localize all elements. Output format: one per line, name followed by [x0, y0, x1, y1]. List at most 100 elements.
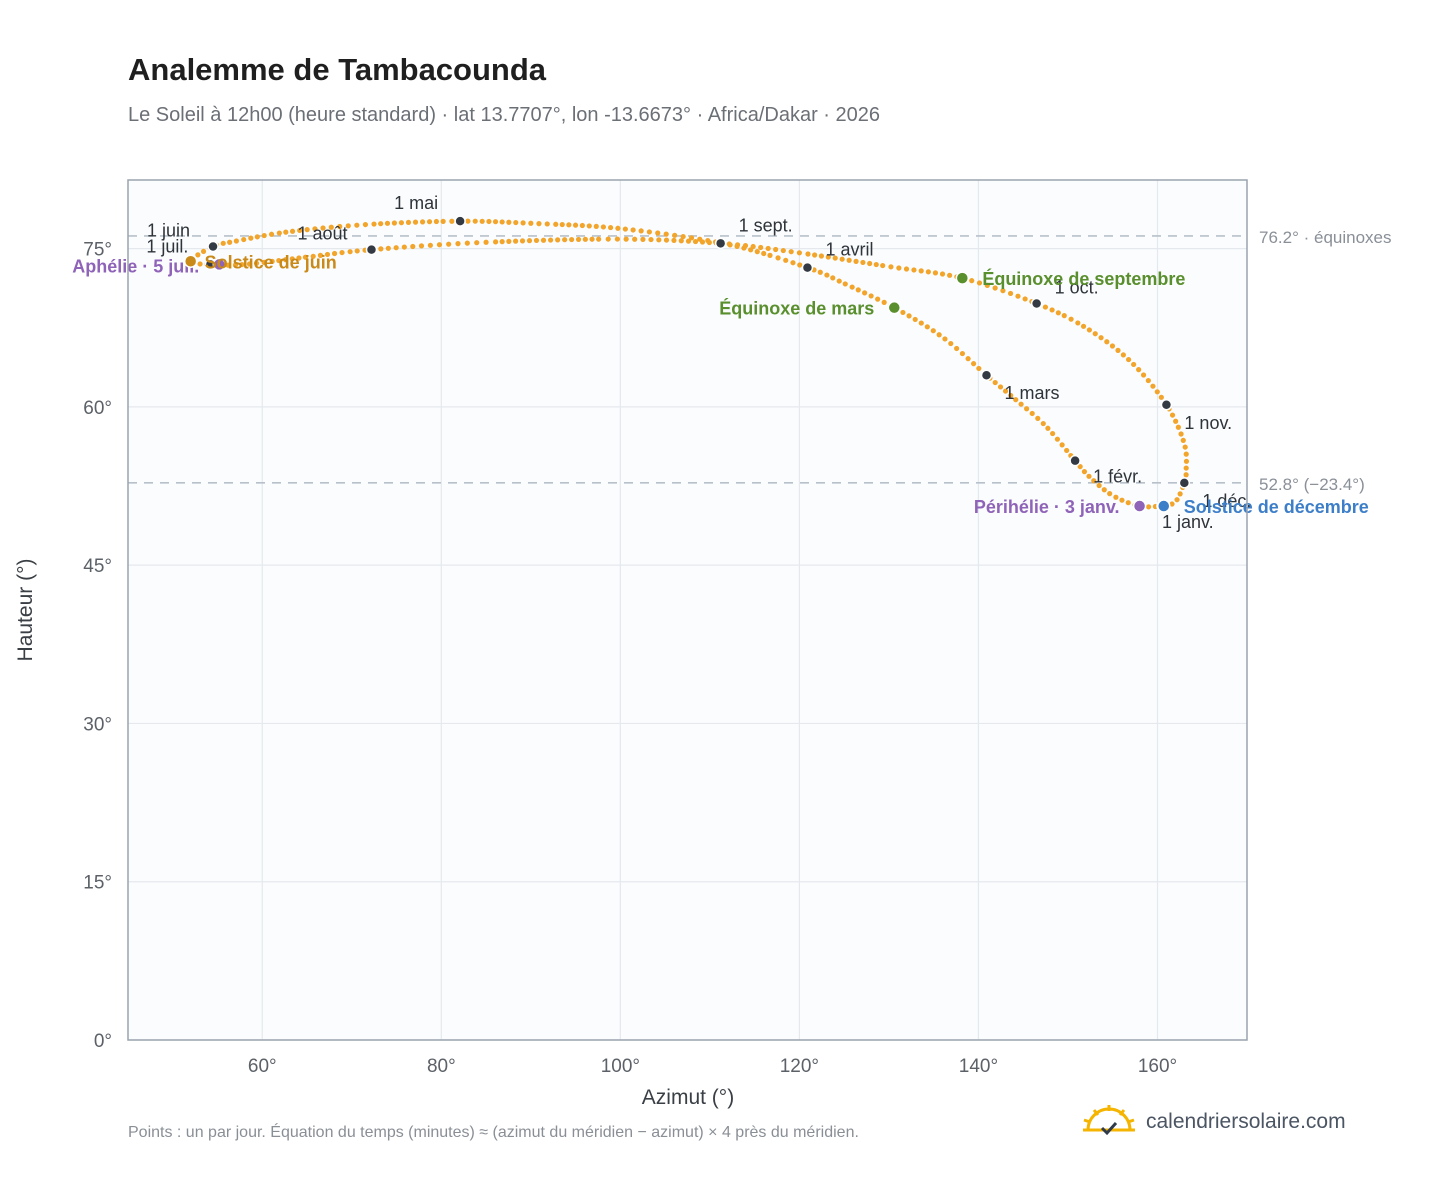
analemma-dot	[555, 237, 561, 243]
analemma-dot	[839, 256, 845, 262]
month-label: 1 juil.	[146, 236, 188, 256]
event-markers: Périhélie · 3 janv. Solstice de décembre É…	[72, 252, 1369, 517]
analemma-dot	[818, 253, 825, 259]
analemma-dot	[528, 220, 534, 226]
analemma-dot	[472, 218, 478, 224]
month-label: 1 sept.	[739, 215, 793, 235]
analemma-dot	[440, 218, 446, 224]
brand[interactable]: calendriersolaire.com	[1082, 1104, 1346, 1140]
analemma-dot	[638, 228, 644, 234]
analemma-dot	[1000, 288, 1006, 294]
analemma-dot	[436, 242, 443, 248]
event-label: Aphélie · 5 juil.	[72, 256, 199, 276]
analemma-dot	[726, 241, 732, 247]
analemma-dot	[853, 258, 859, 264]
reference-lines: 76.2° · équinoxes 52.8° (−23.4°)	[128, 228, 1392, 494]
analemma-dot	[1015, 293, 1021, 299]
analemma-dot	[241, 236, 247, 243]
analemma-dot	[775, 255, 781, 261]
analemma-dot	[427, 242, 433, 248]
analemma-dot	[754, 249, 760, 255]
analemma-dot	[880, 262, 886, 269]
chart-title: Analemme de Tambacounda	[128, 52, 547, 87]
analemma-dot	[780, 247, 786, 254]
month-marker	[980, 369, 993, 381]
month-label: 1 oct.	[1055, 277, 1099, 297]
analemma-dot	[569, 236, 575, 243]
analemma-dot	[1101, 487, 1107, 493]
analemma-dot	[750, 243, 756, 250]
analemma-dot	[846, 257, 852, 263]
analemma-dot	[566, 222, 572, 228]
analemma-dot	[825, 254, 831, 260]
analemma-dot	[1115, 347, 1121, 353]
analemma-dot	[969, 278, 975, 284]
analemma-dot	[875, 296, 881, 302]
month-marker	[714, 237, 727, 250]
analemma-dot	[1075, 320, 1081, 326]
analemma-dot	[656, 237, 662, 243]
analemma-dot	[992, 285, 998, 291]
y-tick-label: 45°	[83, 556, 112, 577]
analemma-dot	[492, 219, 499, 225]
event-label: Équinoxe de septembre	[982, 268, 1185, 289]
analemma-dot	[758, 244, 764, 251]
analemma-dot	[1183, 451, 1189, 457]
x-axis-label: Azimut (°)	[642, 1086, 734, 1109]
analemma-dot	[276, 230, 282, 236]
analemma-dot	[297, 227, 303, 234]
event-label: Périhélie · 3 janv.	[974, 497, 1120, 517]
analemma-dot	[1107, 491, 1113, 497]
analemma-dot	[997, 384, 1004, 390]
analemma-dot	[1054, 436, 1061, 442]
analemma-dot	[832, 255, 838, 261]
analemma-dot	[302, 254, 309, 260]
analemma-dot	[1091, 478, 1097, 484]
analemma-dot	[817, 269, 823, 275]
analemma-dot	[246, 261, 253, 267]
analemma-dot	[1008, 392, 1014, 399]
analemma-dot	[418, 243, 425, 249]
analemma-dot	[849, 284, 855, 290]
analemma-dot	[296, 255, 302, 261]
analemma-dot	[873, 261, 879, 268]
analemma-dot	[1040, 420, 1046, 427]
event-label: Équinoxe de mars	[719, 298, 874, 319]
month-marker	[1030, 297, 1043, 310]
analemma-dot	[630, 227, 636, 233]
analemma-dot	[513, 238, 519, 244]
analemma-dot	[362, 221, 369, 228]
analemma-dot	[663, 231, 669, 237]
month-label: 1 avril	[825, 240, 873, 260]
event-marker	[887, 300, 902, 315]
month-label: 1 févr.	[1093, 467, 1142, 487]
analemma-dot	[254, 234, 260, 240]
analemma-dot	[1113, 494, 1119, 500]
analemma-dot	[354, 248, 360, 254]
analemma-dot	[433, 218, 440, 225]
analemma-dot	[486, 218, 492, 225]
analemma-dot	[1029, 410, 1035, 417]
analemma-dot	[544, 221, 550, 227]
analemma-dot	[830, 275, 836, 281]
event-marker	[1132, 499, 1147, 513]
analemma-dot	[483, 239, 489, 245]
analemma-dot	[1013, 397, 1019, 403]
analemma-dot	[1183, 458, 1190, 464]
analemma-dot	[976, 280, 983, 286]
analemma-dot	[195, 252, 201, 258]
analemma-dot	[623, 236, 629, 242]
analemma-dot	[640, 236, 646, 242]
analemma-dot	[1154, 389, 1160, 395]
analemma-dot	[767, 252, 773, 258]
event-label: Solstice de décembre	[1184, 497, 1369, 517]
analemma-dot	[906, 313, 912, 319]
analemma-dot	[533, 237, 540, 244]
month-marker	[801, 261, 814, 274]
analemma-dot	[888, 264, 894, 270]
analemma-dot	[622, 226, 628, 232]
y-tick-label: 60°	[83, 398, 112, 419]
analemma-dot	[1146, 504, 1152, 510]
analemma-dot	[1169, 501, 1175, 507]
